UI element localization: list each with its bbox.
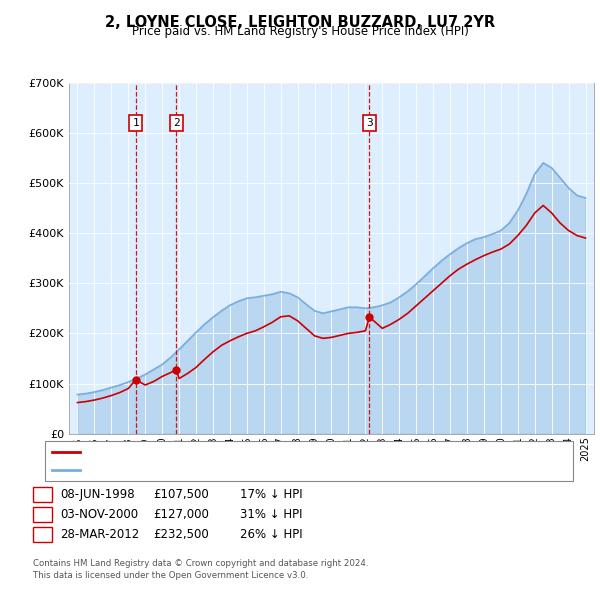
Text: £107,500: £107,500: [153, 488, 209, 501]
Text: 2: 2: [39, 510, 46, 519]
Text: Contains HM Land Registry data © Crown copyright and database right 2024.: Contains HM Land Registry data © Crown c…: [33, 559, 368, 568]
Text: 3: 3: [366, 118, 373, 128]
Text: £127,000: £127,000: [153, 508, 209, 521]
Text: This data is licensed under the Open Government Licence v3.0.: This data is licensed under the Open Gov…: [33, 571, 308, 579]
Text: 28-MAR-2012: 28-MAR-2012: [60, 528, 139, 541]
Text: 2: 2: [173, 118, 180, 128]
Text: 31% ↓ HPI: 31% ↓ HPI: [240, 508, 302, 521]
Text: HPI: Average price, detached house, Central Bedfordshire: HPI: Average price, detached house, Cent…: [85, 465, 386, 475]
Text: 08-JUN-1998: 08-JUN-1998: [60, 488, 134, 501]
Text: 3: 3: [39, 530, 46, 539]
Text: 17% ↓ HPI: 17% ↓ HPI: [240, 488, 302, 501]
Text: 1: 1: [133, 118, 139, 128]
Text: 1: 1: [39, 490, 46, 499]
Text: 2, LOYNE CLOSE, LEIGHTON BUZZARD, LU7 2YR: 2, LOYNE CLOSE, LEIGHTON BUZZARD, LU7 2Y…: [105, 15, 495, 30]
Text: 26% ↓ HPI: 26% ↓ HPI: [240, 528, 302, 541]
Text: 2, LOYNE CLOSE, LEIGHTON BUZZARD, LU7 2YR (detached house): 2, LOYNE CLOSE, LEIGHTON BUZZARD, LU7 2Y…: [85, 447, 427, 457]
Text: 03-NOV-2000: 03-NOV-2000: [60, 508, 138, 521]
Text: Price paid vs. HM Land Registry's House Price Index (HPI): Price paid vs. HM Land Registry's House …: [131, 25, 469, 38]
Text: £232,500: £232,500: [153, 528, 209, 541]
